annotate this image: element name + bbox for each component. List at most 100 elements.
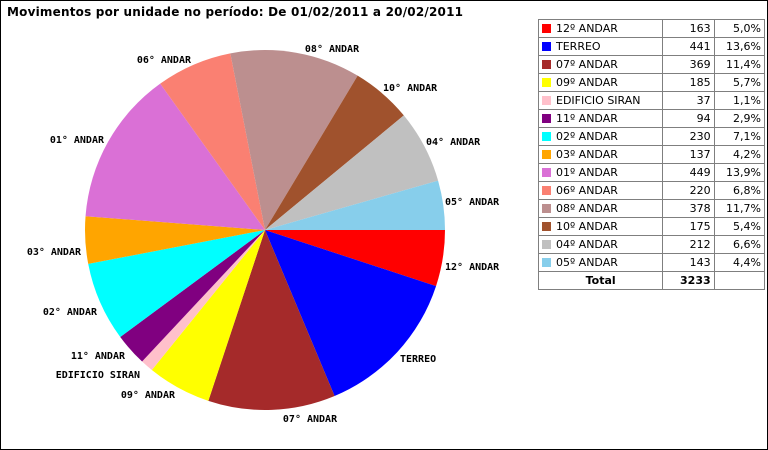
legend-name-cell: TERREO xyxy=(537,37,664,56)
slice-label: 10° ANDAR xyxy=(383,83,438,94)
legend-percent: 4,2% xyxy=(713,145,766,164)
legend-percent: 11,7% xyxy=(713,199,766,218)
legend-swatch xyxy=(542,240,551,249)
legend-percent: 2,9% xyxy=(713,109,766,128)
legend-swatch xyxy=(542,60,551,69)
legend-swatch xyxy=(542,132,551,141)
legend-name: 04º ANDAR xyxy=(556,238,618,251)
legend-name-cell: 08º ANDAR xyxy=(537,199,664,218)
pie-slice xyxy=(85,83,265,231)
legend-name-cell: 05º ANDAR xyxy=(537,253,664,272)
legend-row: 03º ANDAR 137 4,2% xyxy=(537,145,766,164)
legend-row: 11º ANDAR 94 2,9% xyxy=(537,109,766,128)
legend-name-cell: 10º ANDAR xyxy=(537,217,664,236)
legend-name: 08º ANDAR xyxy=(556,202,618,215)
legend-swatch xyxy=(542,78,551,87)
legend-name-cell: 12º ANDAR xyxy=(537,19,664,38)
chart-title: Movimentos por unidade no período: De 01… xyxy=(7,5,464,19)
slice-label: 08° ANDAR xyxy=(305,44,360,55)
slice-label: TERREO xyxy=(400,354,436,365)
legend-name: EDIFICIO SIRAN xyxy=(556,94,641,107)
legend-swatch xyxy=(542,150,551,159)
legend-row: 02º ANDAR 230 7,1% xyxy=(537,127,766,146)
legend-value: 441 xyxy=(662,37,715,56)
legend-percent: 5,7% xyxy=(713,73,766,92)
legend-row: 05º ANDAR 143 4,4% xyxy=(537,253,766,272)
slice-label: 12° ANDAR xyxy=(445,262,500,273)
total-empty-cell xyxy=(713,271,766,290)
legend-name-cell: 01º ANDAR xyxy=(537,163,664,182)
slice-label: 07° ANDAR xyxy=(283,414,338,425)
legend-name: TERREO xyxy=(556,40,601,53)
legend-value: 185 xyxy=(662,73,715,92)
legend-value: 137 xyxy=(662,145,715,164)
legend-name: 03º ANDAR xyxy=(556,148,618,161)
legend-value: 220 xyxy=(662,181,715,200)
slice-label: 09° ANDAR xyxy=(121,390,176,401)
legend-name: 02º ANDAR xyxy=(556,130,618,143)
pie-slice xyxy=(265,115,439,230)
slice-label: 03° ANDAR xyxy=(27,247,82,258)
legend-name-cell: 03º ANDAR xyxy=(537,145,664,164)
legend-row: 06º ANDAR 220 6,8% xyxy=(537,181,766,200)
legend-swatch xyxy=(542,186,551,195)
slice-label: EDIFICIO SIRAN xyxy=(56,370,140,381)
pie-slice xyxy=(151,230,265,401)
legend-value: 378 xyxy=(662,199,715,218)
legend-value: 175 xyxy=(662,217,715,236)
legend-name: 10º ANDAR xyxy=(556,220,618,233)
legend-swatch xyxy=(542,258,551,267)
legend-row: 04º ANDAR 212 6,6% xyxy=(537,235,766,254)
total-value: 3233 xyxy=(662,271,715,290)
legend-percent: 11,4% xyxy=(713,55,766,74)
legend-swatch xyxy=(542,168,551,177)
legend-swatch xyxy=(542,204,551,213)
pie-slice xyxy=(265,180,445,230)
pie-slice xyxy=(265,230,437,397)
legend-row: 10º ANDAR 175 5,4% xyxy=(537,217,766,236)
slice-label: 11° ANDAR xyxy=(71,351,126,362)
legend-percent: 6,6% xyxy=(713,235,766,254)
legend-percent: 6,8% xyxy=(713,181,766,200)
legend-row: TERREO 441 13,6% xyxy=(537,37,766,56)
legend-row: 12º ANDAR 163 5,0% xyxy=(537,19,766,38)
legend-name-cell: 02º ANDAR xyxy=(537,127,664,146)
legend-name: 05º ANDAR xyxy=(556,256,618,269)
legend-percent: 5,4% xyxy=(713,217,766,236)
legend-swatch xyxy=(542,114,551,123)
legend-name-cell: 07º ANDAR xyxy=(537,55,664,74)
legend-swatch xyxy=(542,96,551,105)
legend-name-cell: EDIFICIO SIRAN xyxy=(537,91,664,110)
legend-percent: 4,4% xyxy=(713,253,766,272)
legend-name: 01º ANDAR xyxy=(556,166,618,179)
legend-row: 08º ANDAR 378 11,7% xyxy=(537,199,766,218)
legend-row: 01º ANDAR 449 13,9% xyxy=(537,163,766,182)
legend-name: 11º ANDAR xyxy=(556,112,618,125)
legend-name-cell: 04º ANDAR xyxy=(537,235,664,254)
legend-value: 37 xyxy=(662,91,715,110)
legend-table: 12º ANDAR 163 5,0% TERREO 441 13,6% 07º ANDAR 3… xyxy=(537,19,766,290)
legend-value: 449 xyxy=(662,163,715,182)
pie-slice xyxy=(160,53,265,230)
legend-row: 09º ANDAR 185 5,7% xyxy=(537,73,766,92)
pie-slice xyxy=(120,230,265,362)
legend-name-cell: 06º ANDAR xyxy=(537,181,664,200)
legend-value: 369 xyxy=(662,55,715,74)
legend-name: 09º ANDAR xyxy=(556,76,618,89)
legend-name: 07º ANDAR xyxy=(556,58,618,71)
legend-value: 143 xyxy=(662,253,715,272)
pie-slice xyxy=(265,230,445,287)
legend-percent: 13,9% xyxy=(713,163,766,182)
slice-label: 05° ANDAR xyxy=(445,197,500,208)
legend-percent: 5,0% xyxy=(713,19,766,38)
pie-slice xyxy=(265,75,404,230)
legend-name: 12º ANDAR xyxy=(556,22,618,35)
slice-label: 01° ANDAR xyxy=(50,135,105,146)
legend-value: 163 xyxy=(662,19,715,38)
legend-value: 94 xyxy=(662,109,715,128)
pie-slice xyxy=(230,50,358,230)
legend-name-cell: 09º ANDAR xyxy=(537,73,664,92)
pie-slice xyxy=(84,216,265,264)
legend-swatch xyxy=(542,222,551,231)
